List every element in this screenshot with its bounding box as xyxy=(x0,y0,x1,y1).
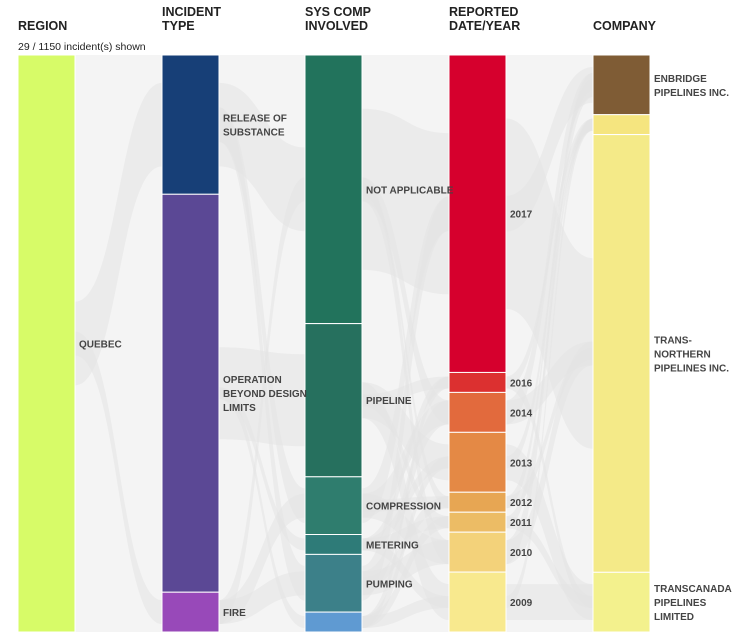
bar-company-segment-1[interactable] xyxy=(592,114,651,136)
bar-region-quebec[interactable] xyxy=(17,54,76,633)
bar-incident-type-release-of-substance[interactable] xyxy=(161,54,220,195)
bar-reported-date-year-2012[interactable] xyxy=(448,491,507,513)
column-headers: REGION INCIDENT TYPE SYS COMP INVOLVED REPORT… xyxy=(18,5,657,33)
flow-ribbon xyxy=(506,376,593,609)
incident-count-subtitle: 29 / 1150 incident(s) shown xyxy=(18,41,146,53)
label-transcanada-pipelines-limited: TRANSCANADA PIPELINES LIMITED xyxy=(654,584,732,623)
flow-ribbons xyxy=(75,55,593,632)
category-bars xyxy=(17,54,651,633)
label-operation-beyond-design-limits: OPERATION BEYOND DESIGN LIMITS xyxy=(223,375,307,414)
flow-ribbon xyxy=(362,376,449,551)
label-2017: 2017 xyxy=(510,210,533,221)
flow-ribbon xyxy=(75,82,162,386)
bar-reported-date-year-2011[interactable] xyxy=(448,511,507,533)
label-2010: 2010 xyxy=(510,548,533,559)
flow-ribbon xyxy=(362,456,449,629)
label-2016: 2016 xyxy=(510,378,533,389)
bar-reported-date-year-2013[interactable] xyxy=(448,431,507,493)
column-header-reported-date-year: REPORTED DATE/YEAR xyxy=(449,5,520,33)
label-not-applicable: NOT APPLICABLE xyxy=(366,185,454,196)
label-trans-northern-pipelines-inc: TRANS-NORTHERN PIPELINES INC. xyxy=(654,335,729,374)
flow-ribbon xyxy=(219,571,305,625)
bar-sys-comp-involved-pipeline[interactable] xyxy=(304,323,363,478)
flow-ribbon xyxy=(506,516,593,609)
label-fire: FIRE xyxy=(223,608,246,619)
flow-ribbon xyxy=(219,493,305,625)
flow-ribbon xyxy=(362,376,449,629)
bar-sys-comp-involved-pumping[interactable] xyxy=(304,553,363,613)
bar-company-enbridge-pipelines-inc[interactable] xyxy=(592,54,651,116)
flow-ribbon xyxy=(362,177,449,425)
column-header-sys-comp-involved: SYS COMP INVOLVED xyxy=(305,5,371,33)
flow-ribbon xyxy=(506,72,593,425)
bar-reported-date-year-2009[interactable] xyxy=(448,571,507,633)
label-quebec: QUEBEC xyxy=(79,340,122,351)
flow-ribbon xyxy=(362,516,449,629)
flow-ribbon xyxy=(506,341,593,565)
label-metering: METERING xyxy=(366,540,419,551)
flow-ribbon xyxy=(219,107,305,523)
column-header-company: COMPANY xyxy=(593,19,657,33)
bar-sys-comp-involved-compression[interactable] xyxy=(304,476,363,536)
label-2012: 2012 xyxy=(510,498,533,509)
flow-ribbon xyxy=(219,387,305,551)
flow-ribbon xyxy=(219,387,305,629)
flow-ribbon xyxy=(75,331,162,625)
bar-incident-type-operation-beyond-design-limits[interactable] xyxy=(161,193,220,593)
flow-ribbon xyxy=(506,72,593,565)
flow-ribbon xyxy=(506,78,593,509)
label-2009: 2009 xyxy=(510,598,533,609)
flow-ribbon xyxy=(506,341,593,425)
label-compression: COMPRESSION xyxy=(366,502,441,513)
bar-incident-type-fire[interactable] xyxy=(161,591,220,633)
flow-ribbon xyxy=(362,196,449,523)
flow-ribbon xyxy=(506,347,593,509)
bar-reported-date-year-2014[interactable] xyxy=(448,391,507,433)
bar-reported-date-year-2017[interactable] xyxy=(448,54,507,373)
label-pipeline: PIPELINE xyxy=(366,396,412,407)
column-header-incident-type: INCIDENT TYPE xyxy=(162,5,221,33)
label-release-of-substance: RELEASE OF SUBSTANCE xyxy=(223,114,287,139)
flow-ribbon xyxy=(506,118,593,609)
label-enbridge-pipelines-inc: ENBRIDGE PIPELINES INC. xyxy=(654,74,729,99)
bar-reported-date-year-2016[interactable] xyxy=(448,371,507,393)
bar-sys-comp-involved-segment-5[interactable] xyxy=(304,611,363,633)
category-labels: QUEBEC RELEASE OF SUBSTANCE OPERATION BEYOND… xyxy=(79,74,732,623)
label-pumping: PUMPING xyxy=(366,579,413,590)
label-2011: 2011 xyxy=(510,518,532,529)
bar-company-transcanada-pipelines-limited[interactable] xyxy=(592,571,651,633)
flow-ribbon xyxy=(362,196,449,601)
bar-reported-date-year-2010[interactable] xyxy=(448,531,507,573)
column-header-region: REGION xyxy=(18,19,67,33)
flow-ribbon xyxy=(362,596,449,629)
bar-sys-comp-involved-metering[interactable] xyxy=(304,534,363,555)
label-2013: 2013 xyxy=(510,458,533,469)
flow-ribbon xyxy=(219,177,305,625)
bar-company-trans-northern-pipelines-inc[interactable] xyxy=(592,134,651,573)
bar-sys-comp-involved-not-applicable[interactable] xyxy=(304,54,363,325)
flow-ribbon xyxy=(506,584,593,621)
flow-ribbon xyxy=(219,82,305,232)
label-2014: 2014 xyxy=(510,408,533,419)
